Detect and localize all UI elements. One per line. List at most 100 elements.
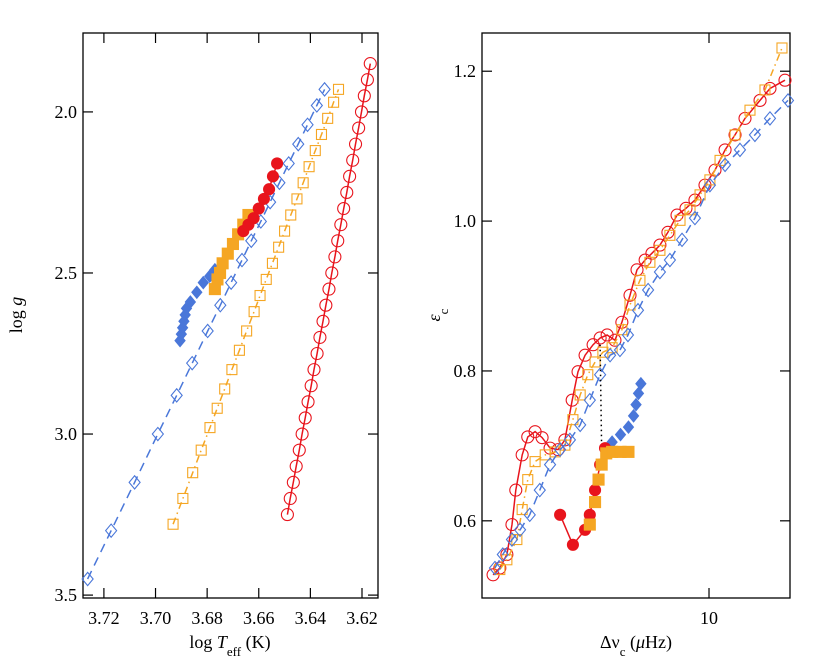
point <box>81 571 94 587</box>
point <box>348 137 363 151</box>
point <box>622 445 635 458</box>
point <box>513 522 527 538</box>
point <box>316 314 330 328</box>
point <box>289 459 303 473</box>
point <box>488 560 502 576</box>
y-axis-label-part: g <box>6 297 26 306</box>
point <box>301 117 314 133</box>
series-line <box>599 344 603 454</box>
point <box>357 89 371 103</box>
point <box>292 136 305 152</box>
y-tick-label: 2.5 <box>55 263 78 283</box>
point <box>684 204 696 216</box>
point <box>567 414 579 426</box>
point <box>252 202 265 215</box>
point <box>592 473 605 486</box>
point <box>573 417 587 433</box>
point <box>310 346 324 361</box>
right-frame <box>481 32 791 599</box>
point <box>285 209 297 221</box>
point <box>331 234 345 248</box>
point <box>346 153 360 167</box>
point <box>211 402 223 414</box>
y-tick-label: 0.6 <box>454 511 477 531</box>
point <box>748 127 762 143</box>
point <box>613 342 627 358</box>
point <box>728 128 742 142</box>
point <box>614 427 627 442</box>
point <box>641 282 655 298</box>
point <box>571 365 585 379</box>
point <box>352 121 366 135</box>
point <box>297 177 309 189</box>
point <box>653 264 667 280</box>
point <box>644 256 656 268</box>
point <box>630 397 642 412</box>
y-tick-label: 1.2 <box>454 61 477 81</box>
point <box>583 518 596 531</box>
point <box>621 327 635 343</box>
point <box>257 192 270 205</box>
point <box>322 112 334 124</box>
point <box>578 348 592 362</box>
x-tick-label: 3.62 <box>346 608 378 628</box>
point <box>563 432 577 448</box>
point <box>201 323 214 339</box>
point <box>248 306 260 318</box>
point <box>778 73 792 87</box>
point <box>627 409 640 423</box>
point <box>170 387 183 403</box>
point <box>266 170 280 183</box>
y-axis-label-part: log <box>6 306 26 334</box>
point <box>310 98 324 113</box>
point <box>515 448 529 462</box>
point <box>624 299 636 311</box>
point <box>776 42 788 54</box>
point <box>763 110 777 126</box>
x-tick-label: 3.70 <box>140 608 172 628</box>
point <box>523 507 536 523</box>
point <box>574 389 586 401</box>
point <box>219 383 231 395</box>
x-axis-label-part: Δν <box>600 632 620 652</box>
point <box>340 185 354 199</box>
point <box>360 73 374 87</box>
x-tick-label: 3.66 <box>243 608 275 628</box>
point <box>663 252 677 268</box>
point <box>197 275 209 290</box>
point <box>635 376 647 391</box>
point <box>622 420 635 435</box>
y-tick-label: 3.0 <box>55 424 78 444</box>
x-axis-label-part: μ <box>635 632 645 652</box>
point <box>631 302 645 318</box>
x-axis-label: Δνc (μHz) <box>600 632 672 659</box>
point <box>634 274 646 286</box>
point <box>184 295 197 309</box>
point <box>332 83 345 95</box>
x-tick-label: 3.72 <box>88 608 120 628</box>
x-axis-label: log Teff (K) <box>189 632 270 659</box>
point <box>315 128 328 141</box>
point <box>318 81 331 97</box>
point <box>226 364 238 376</box>
point <box>247 212 260 225</box>
point <box>271 157 284 170</box>
point <box>623 288 637 302</box>
point <box>245 233 258 249</box>
left-frame <box>82 32 379 599</box>
series-line <box>86 89 326 580</box>
x-tick-label: 3.68 <box>191 608 223 628</box>
point <box>744 104 756 116</box>
point <box>334 218 348 232</box>
point <box>319 298 333 312</box>
point <box>583 392 597 408</box>
point <box>260 273 272 285</box>
point <box>241 325 253 337</box>
point <box>263 183 276 196</box>
point <box>325 266 339 280</box>
point <box>187 467 199 479</box>
x-axis-label-part: Hz) <box>645 632 672 653</box>
x-axis-label-part: (K) <box>241 632 271 653</box>
point <box>522 474 534 486</box>
point <box>298 411 312 425</box>
